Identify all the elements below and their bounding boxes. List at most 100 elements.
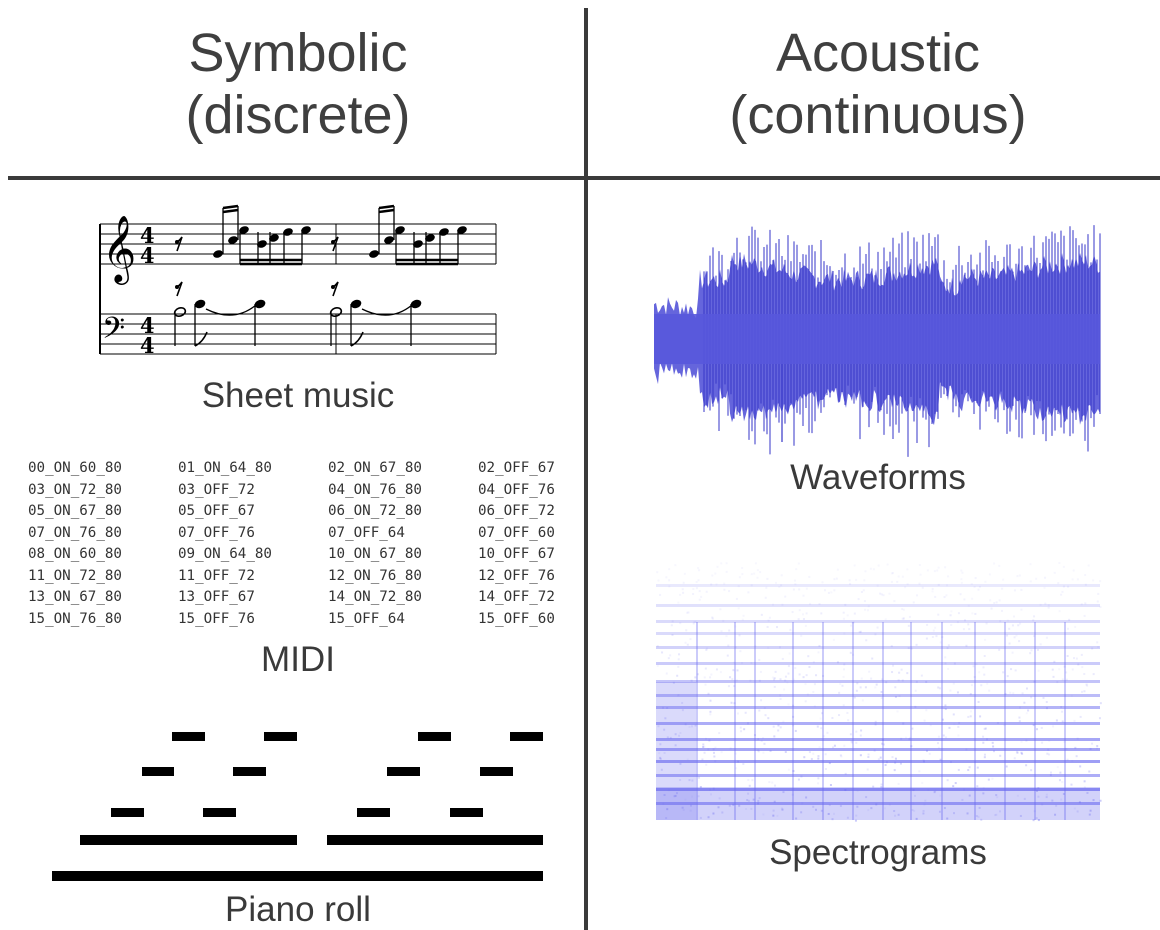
spectrogram-block bbox=[656, 682, 696, 820]
spectrogram-speck bbox=[1009, 691, 1012, 694]
spectrogram-speck bbox=[976, 785, 979, 788]
spectrogram-speck bbox=[1073, 807, 1076, 810]
spectrogram-speck bbox=[1003, 724, 1006, 727]
spectrogram-speck bbox=[1000, 609, 1003, 612]
spectrogram-speck bbox=[1072, 569, 1075, 572]
spectrogram-speck bbox=[882, 594, 885, 597]
spectrogram-speck bbox=[977, 588, 980, 591]
spectrogram-speck bbox=[914, 689, 917, 692]
spectrogram-speck bbox=[915, 817, 918, 820]
spectrogram-speck bbox=[968, 794, 971, 797]
spectrogram-speck bbox=[833, 589, 836, 592]
spectrogram-speck bbox=[712, 812, 715, 815]
spectrogram-band bbox=[656, 802, 1100, 805]
spectrogram-speck bbox=[853, 696, 856, 699]
spectrogram-speck bbox=[703, 751, 706, 754]
spectrogram-speck bbox=[821, 712, 824, 715]
spectrogram-speck bbox=[925, 709, 928, 712]
spectrogram-speck bbox=[831, 716, 834, 719]
midi-token: 10_ON_67_80 bbox=[328, 546, 422, 562]
spectrogram-speck bbox=[990, 607, 993, 610]
spectrogram-speck bbox=[1068, 618, 1071, 621]
spectrogram-speck bbox=[901, 679, 904, 682]
spectrogram-speck bbox=[728, 590, 731, 593]
spectrogram-speck bbox=[867, 753, 870, 756]
spectrogram-speck bbox=[946, 817, 949, 820]
spectrogram-speck bbox=[967, 769, 970, 772]
spectrogram-speck bbox=[849, 651, 852, 654]
spectrogram-band bbox=[656, 788, 1100, 791]
spectrogram-speck bbox=[852, 653, 855, 656]
spectrogram-speck bbox=[760, 613, 763, 616]
spectrogram-speck bbox=[804, 683, 807, 686]
spectrogram-speck bbox=[899, 762, 902, 765]
spectrogram-speck bbox=[886, 563, 889, 566]
spectrogram-speck bbox=[691, 779, 694, 782]
spectrogram-speck bbox=[711, 616, 714, 619]
spectrogram-onset bbox=[974, 622, 976, 820]
spectrogram-speck bbox=[674, 794, 677, 797]
note-beam bbox=[396, 258, 458, 266]
spectrogram-speck bbox=[952, 713, 955, 716]
spectrogram-speck bbox=[747, 799, 750, 802]
spectrogram-speck bbox=[792, 715, 795, 718]
spectrogram-speck bbox=[686, 611, 689, 614]
spectrogram-speck bbox=[936, 569, 939, 572]
spectrogram-speck bbox=[758, 797, 761, 800]
spectrogram-speck bbox=[1087, 564, 1090, 567]
spectrogram-speck bbox=[1013, 636, 1016, 639]
spectrogram-speck bbox=[757, 750, 760, 753]
spectrogram-speck bbox=[973, 585, 976, 588]
spectrogram-speck bbox=[1076, 578, 1079, 581]
spectrogram-speck bbox=[924, 799, 927, 802]
spectrogram-speck bbox=[944, 704, 947, 707]
eighth-rest-icon bbox=[331, 281, 339, 297]
spectrogram-speck bbox=[753, 572, 756, 575]
column-divider bbox=[584, 8, 588, 930]
spectrogram-speck bbox=[821, 581, 824, 584]
spectrogram-speck bbox=[747, 792, 750, 795]
spectrogram-speck bbox=[819, 717, 822, 720]
spectrogram-speck bbox=[818, 746, 821, 749]
note-head bbox=[350, 299, 362, 309]
spectrogram-speck bbox=[792, 704, 795, 707]
acoustic-heading: Acoustic (continuous) bbox=[680, 22, 1076, 146]
spectrogram-speck bbox=[692, 622, 695, 625]
spectrogram-speck bbox=[681, 701, 684, 704]
spectrogram-speck bbox=[817, 777, 820, 780]
spectrogram-speck bbox=[855, 578, 858, 581]
spectrogram-speck bbox=[764, 596, 767, 599]
spectrogram-speck bbox=[808, 666, 811, 669]
spectrogram-speck bbox=[762, 751, 765, 754]
spectrogram-onset bbox=[696, 622, 698, 820]
spectrogram-speck bbox=[1083, 614, 1086, 617]
spectrogram-speck bbox=[974, 577, 977, 580]
spectrogram-band bbox=[656, 706, 1100, 709]
piano-roll-note bbox=[480, 767, 513, 776]
spectrogram-onset bbox=[1064, 622, 1066, 820]
spectrogram-speck bbox=[956, 621, 959, 624]
spectrogram-speck bbox=[797, 562, 800, 565]
spectrogram-speck bbox=[855, 741, 858, 744]
spectrogram-speck bbox=[656, 645, 659, 648]
spectrogram-speck bbox=[995, 813, 998, 816]
spectrogram-speck bbox=[910, 745, 913, 748]
note-head bbox=[194, 299, 206, 309]
spectrogram-speck bbox=[860, 677, 863, 680]
spectrogram-speck bbox=[842, 668, 845, 671]
spectrogram-speck bbox=[853, 564, 856, 567]
spectrogram-speck bbox=[705, 647, 708, 650]
spectrogram-speck bbox=[1071, 578, 1074, 581]
spectrogram-speck bbox=[721, 811, 724, 814]
spectrogram-speck bbox=[692, 587, 695, 590]
spectrogram-speck bbox=[656, 664, 659, 667]
spectrogram-speck bbox=[866, 768, 869, 771]
spectrogram-speck bbox=[984, 580, 987, 583]
spectrogram-speck bbox=[1016, 794, 1019, 797]
spectrogram-speck bbox=[733, 685, 736, 688]
spectrogram-speck bbox=[939, 758, 942, 761]
spectrogram-speck bbox=[768, 781, 771, 784]
spectrogram-speck bbox=[793, 579, 796, 582]
spectrogram-speck bbox=[679, 731, 682, 734]
spectrogram-speck bbox=[839, 804, 842, 807]
